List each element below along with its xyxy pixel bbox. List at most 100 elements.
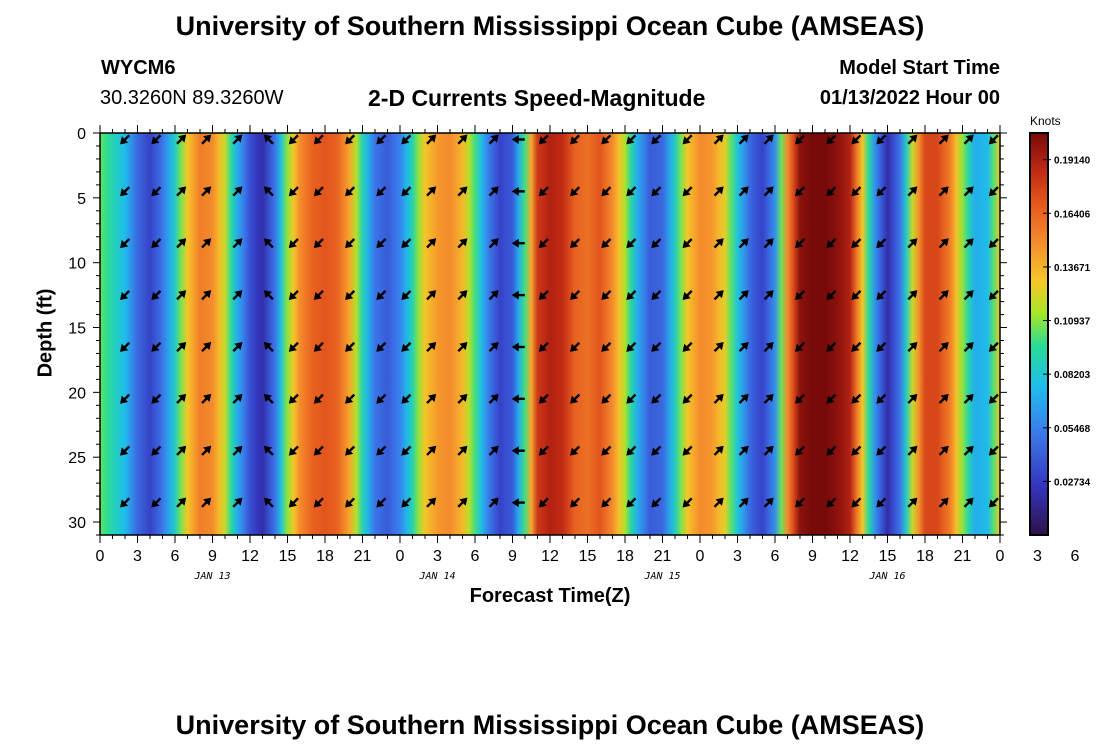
current-vector (795, 393, 806, 404)
current-vector (488, 134, 499, 145)
x-tick-label: 0 (696, 548, 705, 565)
current-vector (651, 393, 662, 404)
current-vector (232, 342, 243, 353)
current-vector (151, 238, 162, 249)
current-vector (511, 446, 525, 456)
x-tick-label: 9 (208, 548, 217, 565)
current-vector (401, 497, 412, 508)
current-vector (538, 393, 549, 404)
current-vector (120, 497, 131, 508)
current-vector (313, 134, 324, 145)
current-vector (457, 445, 468, 456)
current-vector (176, 393, 187, 404)
current-vector (988, 238, 999, 249)
y-tick-label: 5 (77, 191, 86, 208)
current-vector (876, 238, 887, 249)
current-vector (938, 342, 949, 353)
current-vector (938, 497, 949, 508)
current-vector (682, 445, 693, 456)
current-vector (988, 134, 999, 145)
current-vector (313, 238, 324, 249)
current-vector (376, 238, 387, 249)
current-vector (601, 497, 612, 508)
current-vector (988, 290, 999, 301)
x-tick-label: 3 (1033, 548, 1042, 565)
current-vector (426, 393, 437, 404)
current-vector (963, 497, 974, 508)
current-vector (313, 186, 324, 197)
current-vector (488, 238, 499, 249)
current-vector (511, 394, 525, 404)
station-id: WYCM6 (101, 57, 176, 79)
current-vector (713, 445, 724, 456)
current-vector (120, 186, 131, 197)
current-vector (376, 290, 387, 301)
current-vector (626, 290, 637, 301)
current-vector (488, 342, 499, 353)
current-vector (851, 290, 862, 301)
current-vector (426, 134, 437, 145)
current-vector (876, 290, 887, 301)
current-vector (851, 134, 862, 145)
current-vector (851, 186, 862, 197)
current-vector (232, 393, 243, 404)
current-vector (682, 290, 693, 301)
current-vector (570, 186, 581, 197)
current-vector (511, 498, 525, 508)
current-vector (626, 186, 637, 197)
x-tick-label: 6 (771, 548, 780, 565)
current-vector (601, 134, 612, 145)
current-vector (826, 445, 837, 456)
x-tick-label: 6 (1071, 548, 1080, 565)
current-vector (151, 290, 162, 301)
x-tick-label: 15 (279, 548, 297, 565)
current-vector (426, 497, 437, 508)
current-vector (401, 393, 412, 404)
current-vector (376, 134, 387, 145)
current-vector (401, 186, 412, 197)
current-vector (151, 497, 162, 508)
current-vector (376, 445, 387, 456)
x-tick-label: 12 (841, 548, 859, 565)
current-vector (763, 238, 774, 249)
current-vector (263, 290, 274, 301)
speed-heatmap (100, 133, 1000, 535)
current-vector (151, 134, 162, 145)
x-tick-label: 12 (241, 548, 259, 565)
current-vector (263, 238, 274, 249)
current-vector (176, 186, 187, 197)
current-vector (457, 497, 468, 508)
x-tick-label: 3 (133, 548, 142, 565)
current-vector (376, 186, 387, 197)
colorbar (1029, 132, 1049, 536)
current-vector (601, 393, 612, 404)
colorbar-tick-label: 0.19140 (1054, 156, 1091, 167)
current-vector (538, 186, 549, 197)
current-vector (345, 290, 356, 301)
current-vector (651, 134, 662, 145)
current-vector (738, 134, 749, 145)
current-vector (907, 497, 918, 508)
colorbar-title: Knots (1030, 114, 1061, 128)
current-vector (313, 393, 324, 404)
current-vector (570, 497, 581, 508)
current-vector (938, 238, 949, 249)
current-vector (851, 445, 862, 456)
current-vector (376, 393, 387, 404)
current-vector (763, 134, 774, 145)
current-vector (176, 342, 187, 353)
current-vector (682, 186, 693, 197)
current-vector (795, 186, 806, 197)
current-vector (851, 393, 862, 404)
day-label: JAN 14 (418, 571, 455, 582)
current-vector (682, 238, 693, 249)
x-tick-label: 6 (471, 548, 480, 565)
current-vector (601, 341, 612, 352)
current-vector (457, 238, 468, 249)
current-vector (345, 497, 356, 508)
x-tick-label: 3 (433, 548, 442, 565)
current-vector (795, 238, 806, 249)
current-vector (738, 186, 749, 197)
current-vector (426, 186, 437, 197)
current-vector (713, 393, 724, 404)
